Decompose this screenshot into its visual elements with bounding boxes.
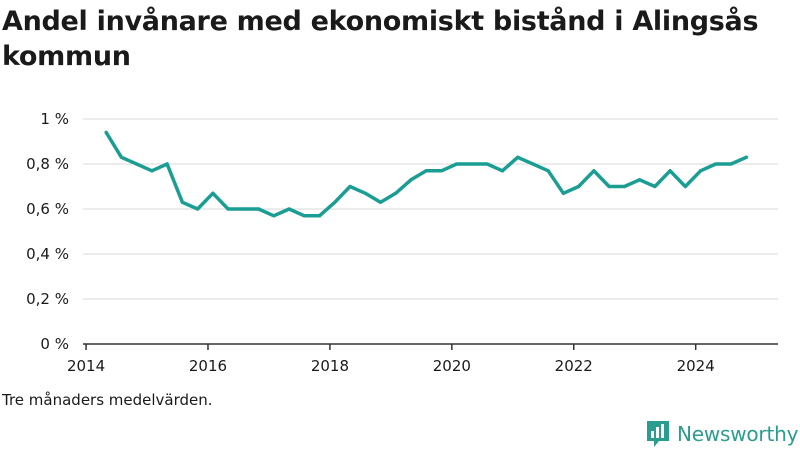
y-tick-label: 0,6 %: [26, 200, 69, 218]
data-point: [272, 214, 276, 218]
data-point: [424, 169, 428, 173]
data-point: [135, 162, 139, 166]
data-point: [378, 200, 383, 204]
data-point: [196, 207, 200, 211]
y-tick-label: 0,2 %: [26, 290, 69, 308]
y-tick-label: 0,4 %: [26, 245, 69, 263]
x-tick-label: 2022: [555, 357, 593, 375]
data-point: [455, 162, 459, 166]
data-point: [104, 130, 108, 135]
data-point: [394, 191, 398, 195]
data-point: [561, 191, 566, 195]
data-point: [409, 178, 413, 182]
data-point: [241, 207, 245, 211]
data-point: [302, 214, 306, 218]
data-point: [348, 184, 352, 189]
data-point: [516, 155, 520, 159]
data-point: [439, 169, 444, 173]
data-point: [698, 169, 703, 173]
data-point: [470, 162, 474, 166]
data-point: [485, 162, 489, 166]
data-point: [714, 162, 718, 166]
line-chart: 0 %0,2 %0,4 %0,6 %0,8 %1 % 2014 2016 2018 2…: [26, 110, 778, 375]
data-point: [577, 184, 581, 189]
x-tick-label: 2016: [189, 357, 227, 375]
y-tick-label: 1 %: [40, 110, 69, 128]
data-point: [592, 169, 596, 173]
x-tick-label: 2024: [677, 357, 715, 375]
data-point: [729, 162, 733, 166]
data-point: [363, 191, 367, 195]
data-point: [211, 191, 215, 195]
chart-title: Andel invånare med ekonomiskt bistånd i …: [2, 6, 759, 72]
data-point: [668, 169, 672, 173]
data-point: [165, 162, 169, 166]
x-axis: 2014 2016 2018 2020 2022 2024: [67, 343, 778, 375]
grid-lines: [83, 118, 778, 300]
data-point: [317, 214, 322, 218]
brand-name: Newsworthy: [677, 422, 799, 446]
data-point: [256, 207, 261, 211]
data-point: [119, 155, 124, 159]
x-tick-label: 2014: [67, 357, 105, 375]
data-point: [653, 184, 657, 189]
y-tick-label: 0 %: [40, 335, 69, 353]
data-point: [683, 184, 687, 189]
data-point: [607, 184, 611, 189]
data-point: [226, 207, 230, 211]
data-point: [531, 162, 535, 166]
footnote: Tre månaders medelvärden.: [2, 391, 213, 409]
data-point: [638, 178, 642, 182]
data-point: [333, 200, 337, 204]
y-tick-label: 0,8 %: [26, 155, 69, 173]
x-tick-label: 2018: [311, 357, 349, 375]
series-line: [104, 130, 749, 218]
data-point: [150, 169, 154, 173]
data-point: [622, 184, 626, 189]
data-point: [744, 155, 748, 159]
y-axis-tick-labels: 0 % 0,2 % 0,4 % 0,6 % 0,8 % 1 %: [26, 110, 69, 353]
data-point: [180, 200, 184, 204]
newsworthy-logo-icon: [647, 421, 669, 447]
data-point: [546, 169, 550, 173]
brand-logo: Newsworthy: [645, 419, 798, 449]
data-line: [104, 130, 749, 218]
data-point: [500, 169, 505, 173]
x-tick-label: 2020: [433, 357, 471, 375]
data-point: [287, 207, 291, 211]
